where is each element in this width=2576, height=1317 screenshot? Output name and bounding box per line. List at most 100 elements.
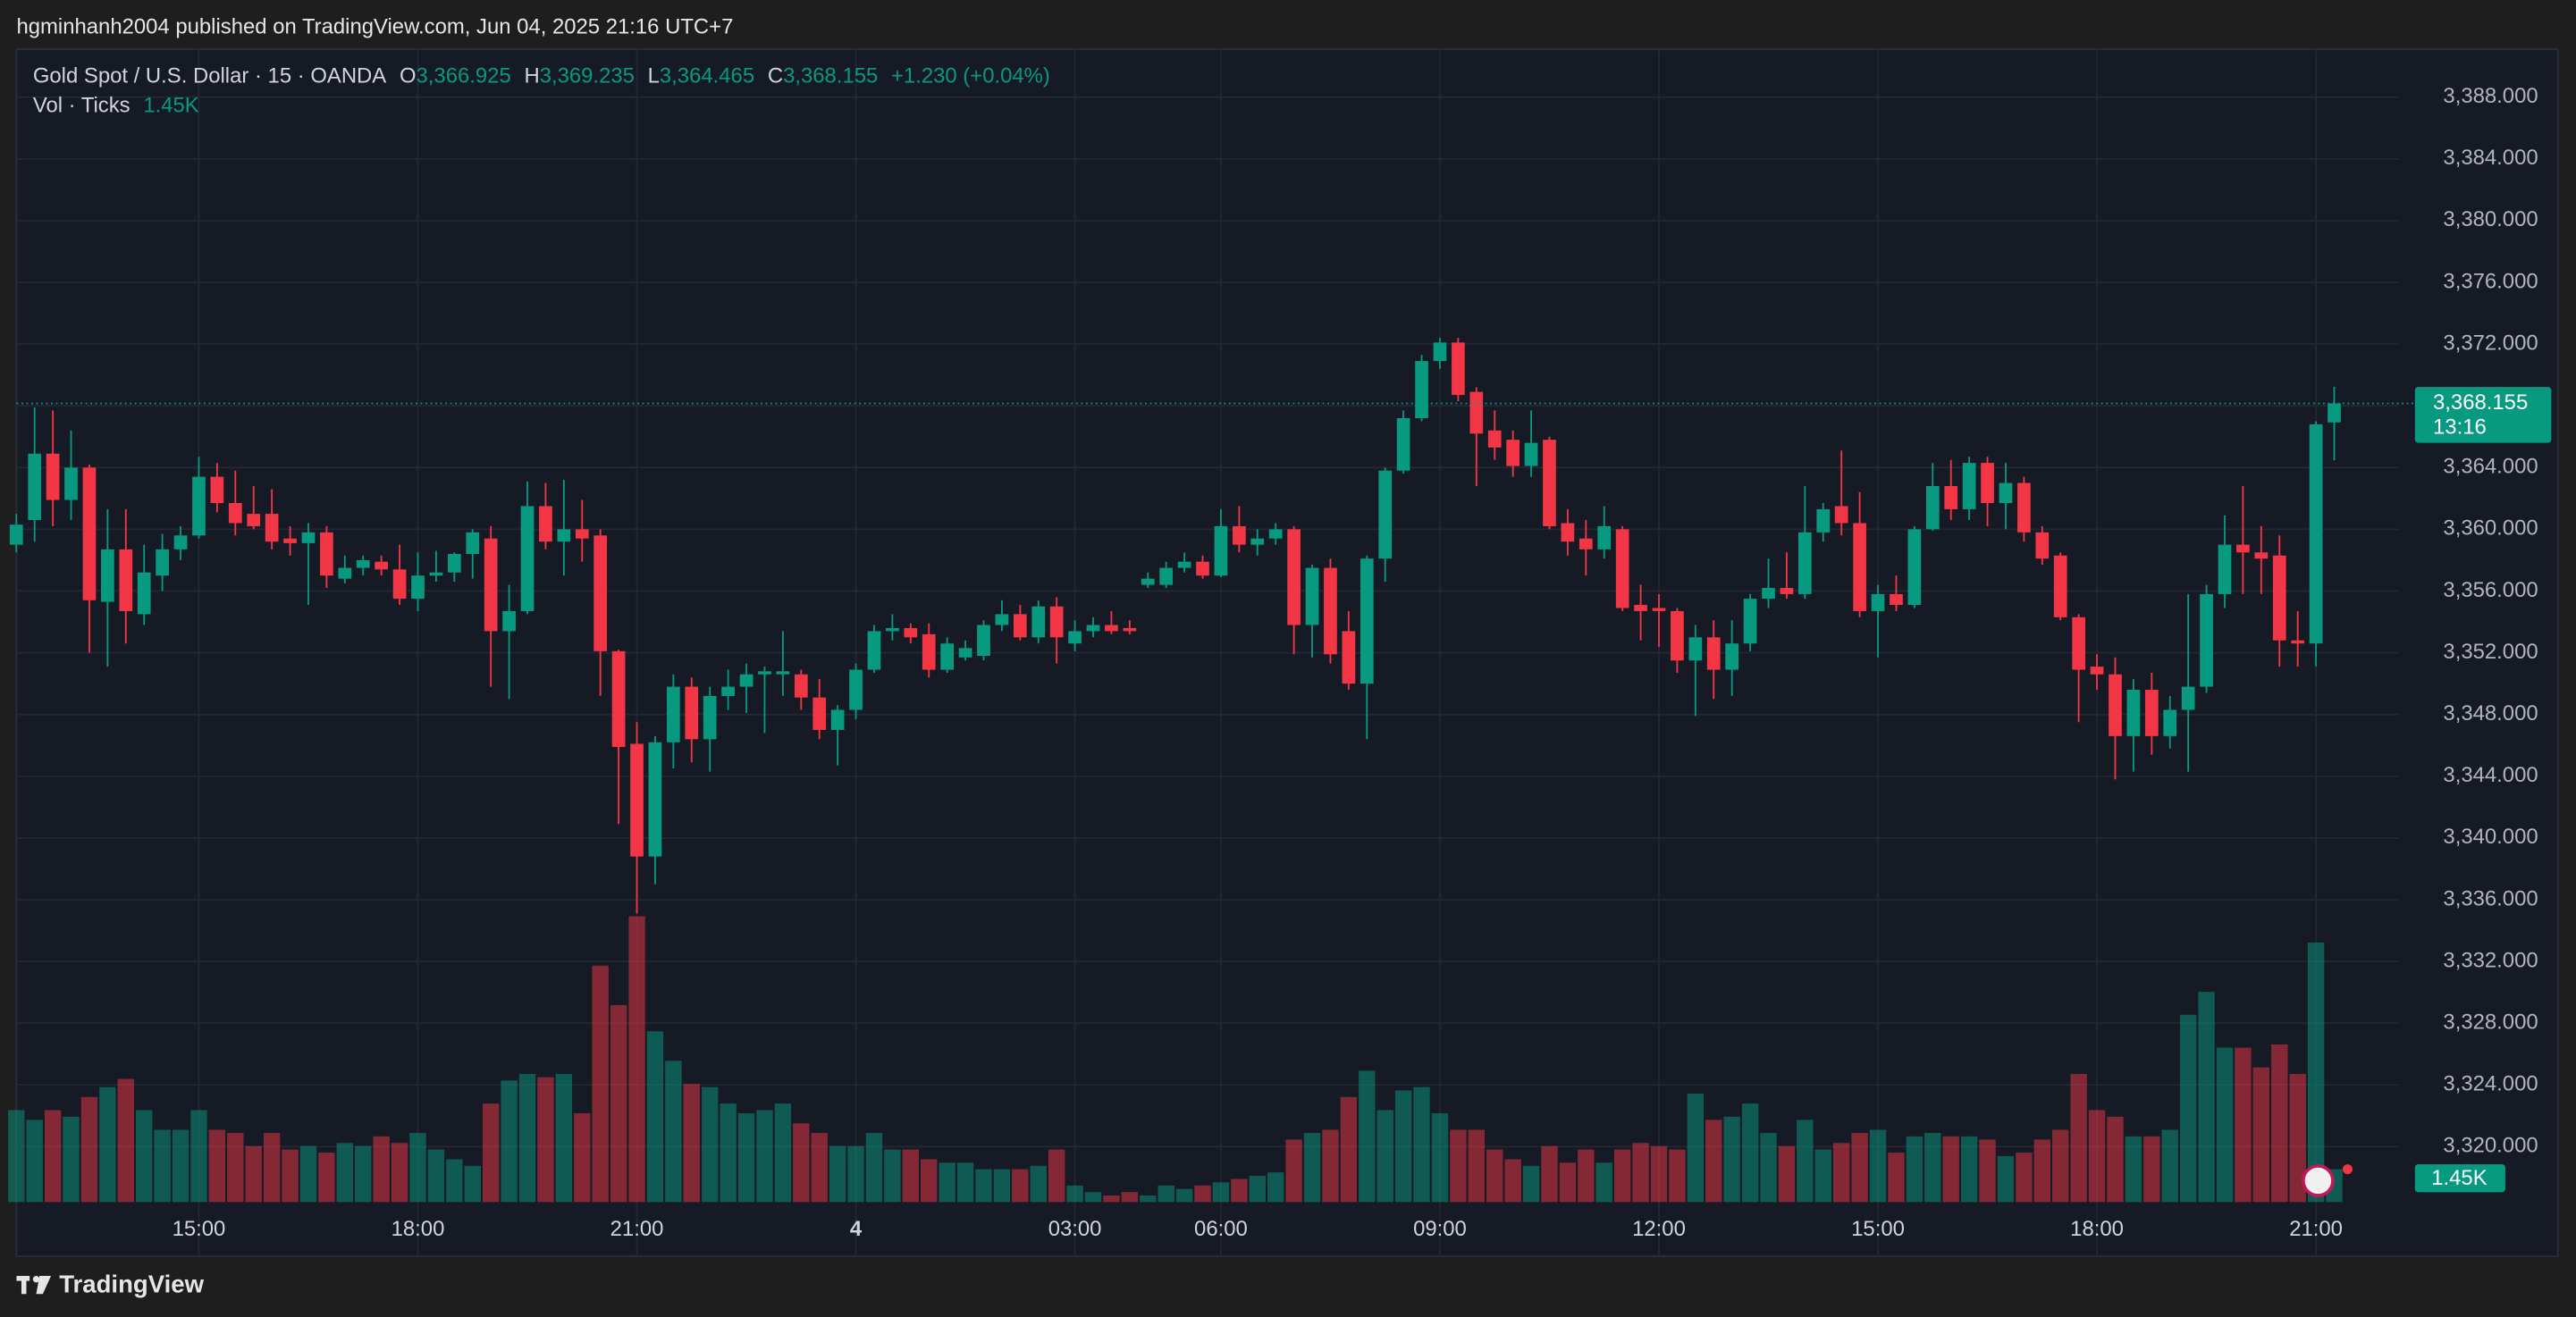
volume-bar: [2289, 1073, 2306, 1203]
candle-body: [2181, 686, 2195, 710]
candle-body: [1068, 631, 1082, 644]
ohlc: O3,366.925 H3,369.235 L3,364.465 C3,368.155: [400, 64, 878, 88]
candle-body: [1360, 558, 1374, 684]
volume-bar: [1741, 1103, 1759, 1203]
volume-bar: [939, 1162, 955, 1203]
volume-bar: [208, 1129, 226, 1203]
candle-body: [2144, 690, 2159, 736]
candle-body: [338, 567, 352, 579]
candle-body: [1816, 508, 1831, 533]
volume-bar: [1522, 1165, 1540, 1203]
y-tick-label: 3,364.000: [2443, 455, 2538, 479]
candle-body: [1324, 567, 1337, 655]
volume-bar: [464, 1165, 481, 1203]
volume-bar: [829, 1145, 846, 1203]
candle-body: [1944, 486, 1958, 509]
ohlc-value: 3,369.235: [540, 64, 635, 88]
candle-body: [977, 625, 990, 657]
legend: Gold Spot / U.S. Dollar · 15 · OANDA O3,3…: [33, 64, 1050, 88]
volume-bar: [154, 1129, 171, 1203]
candle-body: [1123, 627, 1137, 632]
y-tick-label: 3,320.000: [2443, 1134, 2538, 1158]
candle-body: [2017, 482, 2031, 533]
volume-bar: [555, 1073, 573, 1203]
candle-body: [356, 559, 370, 568]
candle-body: [1578, 538, 1593, 549]
candle-body: [2291, 640, 2305, 644]
volume-bar: [1486, 1149, 1503, 1203]
x-tick-label: 21:00: [610, 1217, 664, 1241]
candle-body: [210, 476, 224, 504]
candle-body: [2090, 667, 2104, 675]
y-tick-label: 3,324.000: [2443, 1072, 2538, 1096]
candle-body: [1031, 606, 1046, 638]
candle-body: [1214, 525, 1228, 576]
volume-bar: [1687, 1093, 1705, 1203]
candle-body: [1049, 606, 1064, 638]
volume-bar: [282, 1149, 299, 1203]
volume-bar: [2070, 1073, 2087, 1203]
x-tick-label: 21:00: [2289, 1217, 2343, 1241]
volume-bar: [1267, 1172, 1284, 1203]
flag-icon: [2301, 1164, 2335, 1197]
volume-bar: [26, 1120, 43, 1203]
candle-body: [1597, 525, 1612, 549]
x-tick-label: 15:00: [1851, 1217, 1905, 1241]
candle-body: [2309, 424, 2323, 644]
candle-body: [2035, 532, 2050, 559]
y-tick-label: 3,376.000: [2443, 269, 2538, 293]
volume-bar: [172, 1129, 189, 1203]
volume-bar: [427, 1149, 445, 1203]
candle-body: [593, 535, 608, 651]
candle-body: [575, 529, 589, 539]
volume-bar: [1394, 1090, 1412, 1203]
volume-bar: [245, 1145, 262, 1203]
volume-bar: [482, 1103, 500, 1203]
volume-bar: [665, 1061, 682, 1203]
candle-body: [466, 532, 480, 555]
volume-bar: [99, 1086, 116, 1203]
candle-body: [119, 549, 133, 611]
volume-bar: [8, 1110, 25, 1203]
candle-body: [520, 506, 535, 611]
volume-bar: [921, 1159, 938, 1203]
y-tick-label: 3,388.000: [2443, 84, 2538, 108]
volume-bar: [44, 1110, 62, 1203]
candle-body: [1287, 529, 1301, 625]
volume-bar: [1340, 1096, 1358, 1203]
volume-bar: [1760, 1133, 1777, 1203]
candle-body: [685, 686, 699, 740]
volume-bar: [1103, 1195, 1120, 1203]
volume-bar: [2107, 1116, 2124, 1203]
candle-body: [1834, 506, 1848, 524]
candle-body: [1962, 463, 1976, 509]
candle-body: [82, 467, 97, 600]
candle-body: [867, 631, 881, 670]
candle-body: [1634, 605, 1647, 611]
change: +1.230 (+0.04%): [891, 64, 1050, 88]
candle-body: [703, 695, 717, 740]
candle-body: [1981, 463, 1994, 504]
volume-bar: [318, 1153, 335, 1203]
volume-bar: [2052, 1129, 2069, 1203]
volume-bar: [865, 1133, 883, 1203]
candle-body: [9, 524, 23, 545]
grid: [16, 49, 2399, 1256]
volume-bar: [592, 965, 609, 1203]
candle-body: [758, 671, 771, 675]
volume-bar: [1140, 1195, 1157, 1203]
y-tick-label: 3,328.000: [2443, 1010, 2538, 1034]
ohlc-value: 3,366.925: [417, 64, 511, 88]
volume-bar: [2216, 1047, 2234, 1203]
candle-body: [247, 514, 261, 526]
volume-bar: [1613, 1149, 1631, 1203]
volume-bar: [975, 1169, 992, 1203]
volume-bar: [1084, 1192, 1102, 1203]
volume-bar: [2179, 1014, 2197, 1203]
volume-bar: [902, 1149, 920, 1203]
volume-bar: [1303, 1133, 1321, 1203]
volume-bar: [646, 1031, 664, 1203]
volume-bar: [1158, 1185, 1174, 1203]
ohlc-key: O: [400, 64, 417, 88]
